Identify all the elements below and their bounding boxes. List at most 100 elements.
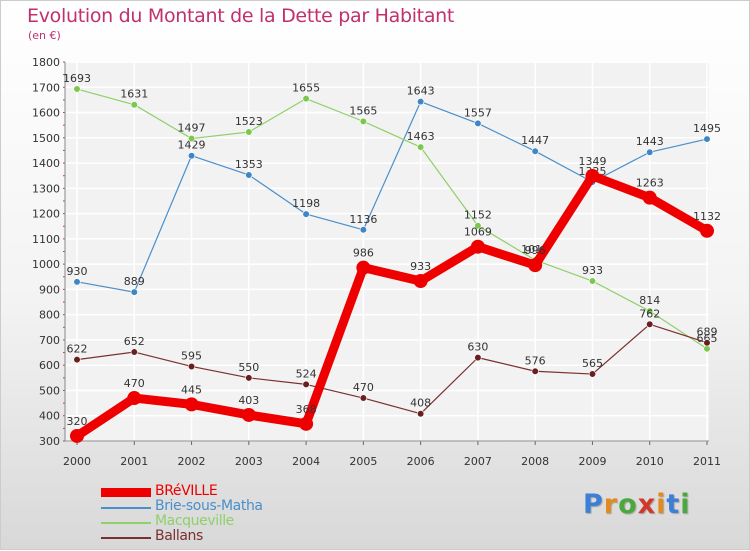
x-tick-label-2000: 2000 <box>63 455 91 468</box>
series-line-macqueville <box>76 88 708 350</box>
logo-letter: t <box>666 489 681 520</box>
data-point-br-ville-2006 <box>413 274 428 289</box>
data-label-ballans-2008: 576 <box>525 354 546 367</box>
data-label-brie-sous-matha-2002: 1429 <box>178 139 206 152</box>
data-point-macqueville-2003 <box>245 128 253 136</box>
data-label-ballans-2007: 630 <box>467 341 488 354</box>
data-label-brie-sous-matha-2005: 1136 <box>349 213 377 226</box>
data-label-macqueville-2000: 1693 <box>63 72 91 85</box>
data-label-macqueville-2003: 1523 <box>235 115 263 128</box>
x-tick-label-2005: 2005 <box>349 455 377 468</box>
series-line-br-ville <box>72 171 712 441</box>
data-label-brie-sous-matha-2010: 1443 <box>636 135 664 148</box>
x-tick-label-2008: 2008 <box>521 455 549 468</box>
data-label-ballans-2009: 565 <box>582 357 603 370</box>
x-tick-label-2011: 2011 <box>693 455 721 468</box>
data-point-ballans-2011 <box>703 339 711 347</box>
data-point-brie-sous-matha-2003 <box>245 171 253 179</box>
y-tick-label-900: 900 <box>39 283 60 296</box>
data-label-br-ville-2008: 996 <box>525 244 546 257</box>
data-point-macqueville-2002 <box>187 134 196 143</box>
data-point-br-ville-2001 <box>127 391 142 406</box>
y-tick-label-1800: 1800 <box>32 56 60 69</box>
data-label-macqueville-2004: 1655 <box>292 82 320 95</box>
data-point-br-ville-2011 <box>700 223 714 238</box>
x-tick-label-2009: 2009 <box>578 455 606 468</box>
data-label-macqueville-2009: 933 <box>582 264 603 277</box>
logo-letter: o <box>618 489 638 520</box>
data-label-br-ville-2003: 403 <box>238 394 259 407</box>
data-point-brie-sous-matha-2007 <box>474 119 482 127</box>
logo-letter: i <box>680 489 691 520</box>
y-tick-label-1500: 1500 <box>32 132 60 145</box>
data-point-br-ville-2009 <box>585 168 600 183</box>
legend-label-macqueville: Macqueville <box>155 513 234 529</box>
data-point-ballans-2008 <box>531 367 539 375</box>
data-point-ballans-2001 <box>130 348 138 356</box>
data-label-brie-sous-matha-2011: 1495 <box>693 122 721 135</box>
data-label-macqueville-2010: 814 <box>639 294 660 307</box>
data-label-br-ville-2004: 368 <box>296 403 317 416</box>
y-tick-label-1700: 1700 <box>32 81 60 94</box>
x-tick-label-2010: 2010 <box>636 455 664 468</box>
y-tick-label-600: 600 <box>39 359 60 372</box>
data-label-br-ville-2011: 1132 <box>693 210 721 223</box>
data-point-macqueville-2005 <box>359 117 367 125</box>
y-tick-label-400: 400 <box>39 410 60 423</box>
data-label-br-ville-2009: 1349 <box>578 155 606 168</box>
y-tick-label-800: 800 <box>39 309 60 322</box>
data-point-br-ville-2007 <box>470 239 485 254</box>
data-label-macqueville-2006: 1463 <box>407 130 435 143</box>
legend-swatch-brie-sous-matha <box>101 507 151 509</box>
data-label-br-ville-2005: 986 <box>353 247 374 260</box>
data-point-macqueville-2009 <box>588 277 597 285</box>
y-tick-label-500: 500 <box>39 384 60 397</box>
data-point-brie-sous-matha-2006 <box>417 98 425 106</box>
data-point-macqueville-2000 <box>73 85 81 93</box>
x-tick-label-2002: 2002 <box>178 455 206 468</box>
y-tick-label-1100: 1100 <box>32 233 60 246</box>
data-label-macqueville-2002: 1497 <box>178 122 206 135</box>
logo-letter: x <box>637 489 657 520</box>
logo-letter: r <box>603 489 619 520</box>
data-label-ballans-2001: 652 <box>124 335 145 348</box>
data-point-br-ville-2002 <box>184 397 199 412</box>
data-point-macqueville-2004 <box>302 95 310 103</box>
data-label-brie-sous-matha-2004: 1198 <box>292 197 320 210</box>
data-point-macqueville-2001 <box>130 101 138 109</box>
data-point-ballans-2000 <box>73 356 81 364</box>
data-label-ballans-2000: 622 <box>67 343 88 356</box>
data-point-ballans-2002 <box>187 362 196 371</box>
x-tick-label-2004: 2004 <box>292 455 320 468</box>
data-point-macqueville-2010 <box>646 307 654 315</box>
data-label-macqueville-2001: 1631 <box>120 88 148 101</box>
series-line-ballans <box>76 323 708 415</box>
data-point-macqueville-2011 <box>703 345 711 353</box>
data-point-brie-sous-matha-2005 <box>359 226 367 234</box>
data-label-ballans-2011: 689 <box>697 326 718 339</box>
data-label-br-ville-2002: 445 <box>181 383 202 396</box>
y-tick-label-700: 700 <box>39 334 60 347</box>
data-point-ballans-2005 <box>359 394 367 402</box>
legend-swatch-br-ville <box>101 488 151 497</box>
data-label-ballans-2002: 595 <box>181 349 202 362</box>
data-label-brie-sous-matha-2007: 1557 <box>464 106 492 119</box>
logo-letter: P <box>583 489 604 520</box>
data-point-br-ville-2003 <box>241 407 256 422</box>
x-tick-label-2003: 2003 <box>235 455 263 468</box>
data-label-ballans-2003: 550 <box>238 361 259 374</box>
data-label-br-ville-2000: 320 <box>67 415 88 428</box>
data-point-brie-sous-matha-2001 <box>130 288 138 296</box>
chart-subtitle: (en €) <box>28 29 61 42</box>
data-point-ballans-2010 <box>646 320 654 328</box>
data-point-br-ville-2008 <box>528 258 543 273</box>
data-point-br-ville-2005 <box>356 260 371 275</box>
data-point-macqueville-2007 <box>474 222 482 230</box>
legend-label-brie-sous-matha: Brie-sous-Matha <box>155 498 263 514</box>
data-point-brie-sous-matha-2011 <box>703 135 711 143</box>
data-label-br-ville-2007: 1069 <box>464 226 492 239</box>
data-label-br-ville-2010: 1263 <box>636 177 664 190</box>
legend-label-br-ville: BRéVILLE <box>155 483 218 499</box>
